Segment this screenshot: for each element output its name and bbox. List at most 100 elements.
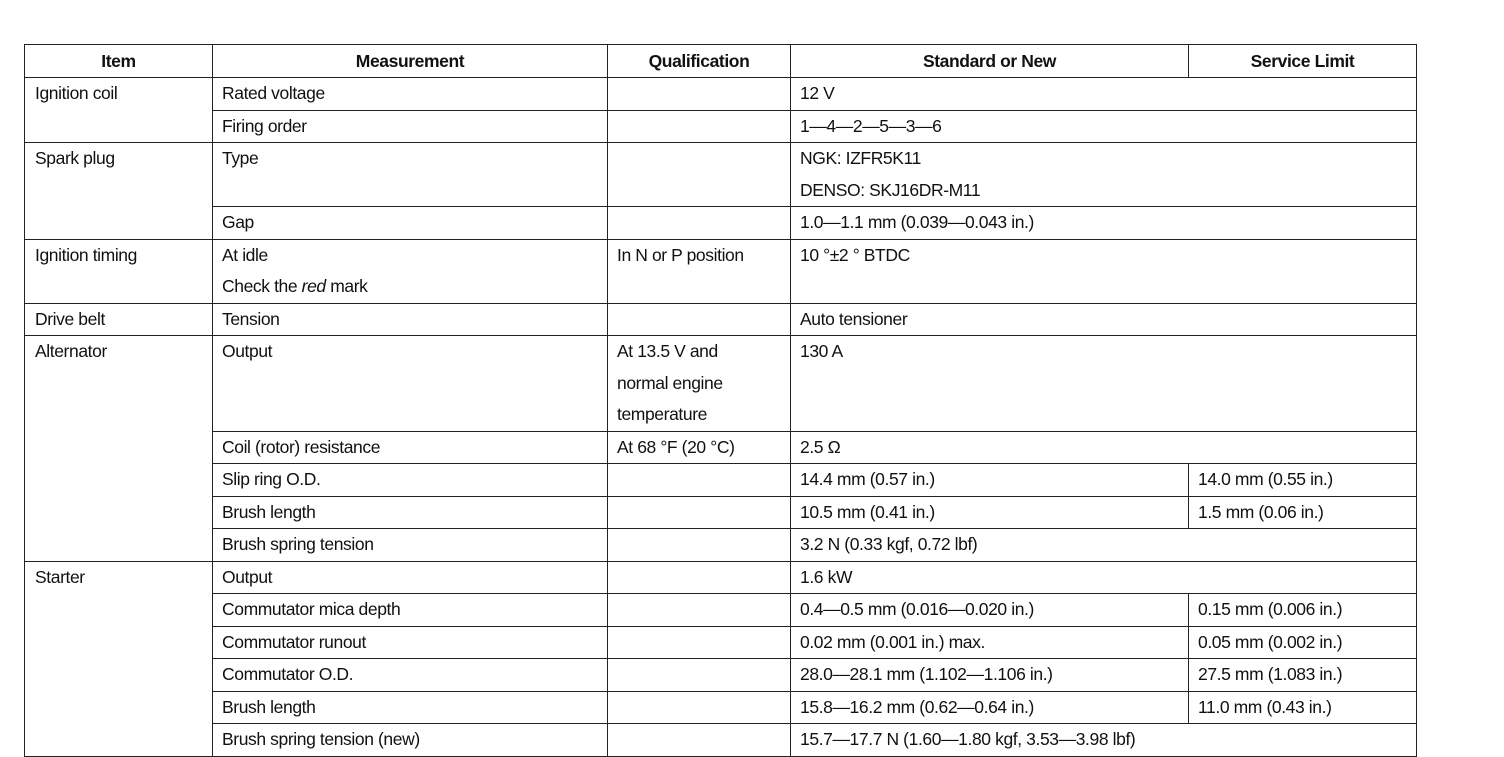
standard-cell-line: NGK: IZFR5K11	[800, 148, 921, 168]
header-item: Item	[24, 44, 213, 78]
standard-cell: 12 V	[790, 77, 1417, 111]
header-service-limit: Service Limit	[1188, 44, 1417, 78]
measurement-cell-line: Tension	[222, 308, 280, 329]
standard-cell-line: 15.8—16.2 mm (0.62—0.64 in.)	[800, 696, 1034, 717]
standard-cell-line: 10 °±2 ° BTDC	[800, 244, 910, 265]
measurement-cell: Output	[212, 560, 608, 594]
measurement-cell-line: Output	[222, 566, 273, 587]
standard-cell-line: 1—4—2—5—3—6	[800, 115, 942, 136]
qualification-cell	[607, 528, 791, 562]
standard-cell-line: 0.02 mm (0.001 in.) max.	[800, 631, 985, 652]
measurement-cell-line: Rated voltage	[222, 83, 325, 103]
standard-cell: 10 °±2 ° BTDC	[790, 238, 1417, 304]
table-row: Firing order 1—4—2—5—3—6	[25, 109, 1417, 143]
measurement-cell: Commutator mica depth	[212, 593, 608, 627]
standard-cell-line: 3.2 N (0.33 kgf, 0.72 lbf)	[800, 534, 978, 554]
measurement-cell: Firing order	[212, 109, 608, 143]
qualification-cell	[607, 109, 791, 143]
qualification-cell-line: At 68 °F (20 °C)	[617, 436, 735, 457]
measurement-cell: Brush length	[212, 690, 608, 724]
table-row: Spark plug Type NGK: IZFR5K11 DENSO: SKJ16D…	[24, 142, 1417, 240]
service-limit-cell: 27.5 mm (1.083 in.)	[1188, 658, 1417, 692]
qualification-cell	[607, 77, 791, 111]
standard-cell: 1.0—1.1 mm (0.039—0.043 in.)	[790, 206, 1417, 240]
measurement-cell-line: Type	[222, 148, 259, 168]
item-cell: Alternator	[24, 335, 213, 562]
qualification-cell-line: temperature	[617, 404, 707, 424]
measurement-cell-line: Firing order	[222, 115, 307, 136]
service-limit-cell: 14.0 mm (0.55 in.)	[1188, 463, 1417, 497]
qualification-cell: In N or P position	[607, 238, 791, 304]
standard-cell-line: 12 V	[800, 83, 835, 103]
measurement-cell-line: Commutator runout	[222, 631, 366, 652]
standard-cell: 28.0—28.1 mm (1.102—1.106 in.)	[790, 658, 1189, 692]
qualification-cell-line: normal engine	[617, 372, 723, 393]
standard-cell-line: 1.0—1.1 mm (0.039—0.043 in.)	[800, 212, 1034, 232]
qualification-cell	[607, 495, 791, 529]
table-row: Slip ring O.D. 14.4 mm (0.57 in.) 14.0 mm …	[25, 463, 1417, 497]
measurement-cell: Commutator runout	[212, 625, 608, 659]
standard-cell: 1.6 kW	[790, 560, 1417, 594]
standard-cell-line: DENSO: SKJ16DR-M11	[800, 179, 981, 200]
qualification-cell	[607, 302, 791, 336]
qualification-cell	[607, 206, 791, 240]
standard-cell: Auto tensioner	[790, 302, 1417, 336]
qualification-cell	[607, 560, 791, 594]
measurement-cell: Coil (rotor) resistance	[212, 430, 608, 464]
measurement-cell: Tension	[212, 302, 608, 336]
measurement-cell: Rated voltage	[212, 77, 608, 111]
standard-cell-line: 1.6 kW	[800, 566, 853, 587]
table-row: Brush length 15.8—16.2 mm (0.62—0.64 in.)…	[25, 690, 1417, 724]
table-row: Ignition coil Rated voltage 12 V	[24, 77, 1417, 143]
measurement-cell-line: Brush spring tension (new)	[222, 729, 420, 749]
table-row: Commutator runout 0.02 mm (0.001 in.) max…	[25, 625, 1417, 659]
table-row: Gap 1.0—1.1 mm (0.039—0.043 in.)	[25, 206, 1417, 240]
standard-cell: 10.5 mm (0.41 in.)	[790, 495, 1189, 529]
measurement-cell-line: Check the red mark	[222, 276, 368, 296]
measurement-cell-line: Commutator O.D.	[222, 664, 354, 684]
table-row: Brush spring tension 3.2 N (0.33 kgf, 0.7…	[25, 528, 1417, 562]
standard-cell: NGK: IZFR5K11 DENSO: SKJ16DR-M11	[790, 142, 1417, 207]
standard-cell-line: 28.0—28.1 mm (1.102—1.106 in.)	[800, 664, 1053, 684]
service-limit-cell: 1.5 mm (0.06 in.)	[1188, 495, 1417, 529]
measurement-cell-line: Output	[222, 341, 273, 361]
item-cell: Spark plug	[24, 142, 213, 240]
table-body: Ignition coil Rated voltage 12 V Firing ord…	[24, 77, 1417, 757]
table-row: Brush spring tension (new) 15.7—17.7 N (1…	[25, 723, 1417, 757]
qualification-cell: At 13.5 V and normal engine temperature	[607, 335, 791, 432]
standard-cell-line: 130 A	[800, 341, 843, 361]
qualification-cell	[607, 142, 791, 207]
standard-cell: 2.5 Ω	[790, 430, 1417, 464]
standard-cell: 1—4—2—5—3—6	[790, 109, 1417, 143]
qualification-cell-line: At 13.5 V and	[617, 341, 718, 361]
measurement-cell-line: At idle	[222, 244, 268, 265]
qualification-cell	[607, 625, 791, 659]
measurement-cell-line: Coil (rotor) resistance	[222, 436, 381, 457]
measurement-cell: Brush spring tension (new)	[212, 723, 608, 757]
table-row: Ignition timing At idle Check the red mark…	[24, 238, 1417, 304]
qualification-cell-line: In N or P position	[617, 244, 744, 265]
header-measurement: Measurement	[212, 44, 608, 78]
qualification-cell	[607, 723, 791, 757]
standard-cell: 14.4 mm (0.57 in.)	[790, 463, 1189, 497]
table-row: Starter Output 1.6 kW	[24, 560, 1417, 757]
table-row: Coil (rotor) resistance At 68 °F (20 °C) 2…	[25, 430, 1417, 464]
table-row: Drive belt Tension Auto tensioner	[24, 302, 1417, 336]
qualification-cell: At 68 °F (20 °C)	[607, 430, 791, 464]
measurement-cell-line: Brush length	[222, 501, 316, 522]
table-row: Commutator mica depth 0.4—0.5 mm (0.016—0…	[25, 593, 1417, 627]
measurement-cell: At idle Check the red mark	[212, 238, 608, 304]
standard-cell-line: 10.5 mm (0.41 in.)	[800, 501, 935, 522]
table-row: Alternator Output At 13.5 V and normal engi…	[24, 335, 1417, 562]
service-limit-cell: 0.15 mm (0.006 in.)	[1188, 593, 1417, 627]
qualification-cell	[607, 658, 791, 692]
standard-cell: 15.7—17.7 N (1.60—1.80 kgf, 3.53—3.98 lb…	[790, 723, 1417, 757]
measurement-cell-line: Gap	[222, 212, 254, 232]
standard-cell-line: 14.4 mm (0.57 in.)	[800, 469, 935, 489]
standard-cell: 130 A	[790, 335, 1417, 432]
measurement-cell: Output	[212, 335, 608, 432]
table-row: Commutator O.D. 28.0—28.1 mm (1.102—1.106…	[25, 658, 1417, 692]
item-cell: Ignition coil	[24, 77, 213, 143]
qualification-cell	[607, 593, 791, 627]
table-row: Brush length 10.5 mm (0.41 in.) 1.5 mm (0.…	[25, 495, 1417, 529]
